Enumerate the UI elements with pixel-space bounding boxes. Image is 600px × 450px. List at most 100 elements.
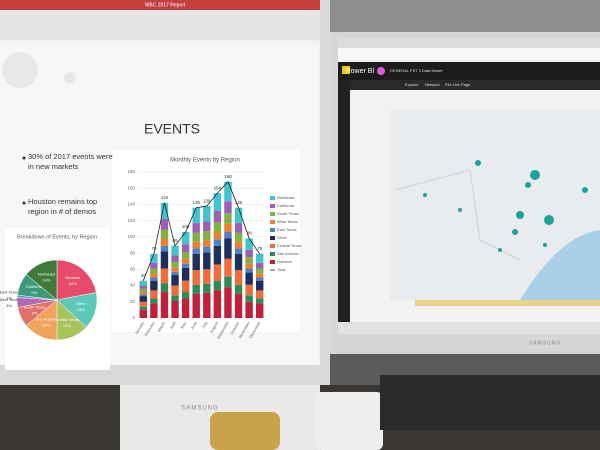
bar-segment [150, 253, 158, 263]
bar-segment [213, 193, 222, 211]
bar-segment [150, 262, 158, 269]
data-label: 89 [173, 238, 179, 243]
slice-label: Central Texas [55, 317, 79, 322]
bar-segment [203, 206, 211, 222]
workspace-icon [377, 67, 385, 75]
bar-segment [139, 301, 147, 307]
brand: SAMSUNG [529, 340, 561, 346]
bar-segment [181, 258, 190, 264]
slice-value: 9% [31, 290, 37, 295]
legend-swatch [270, 204, 275, 208]
y-tick-label: 80 [130, 250, 136, 255]
x-tick-label: March [156, 321, 166, 333]
bar-segment [234, 270, 243, 285]
y-tick-label: 160 [127, 185, 135, 190]
bar-segment [181, 232, 190, 245]
bar-segment [224, 258, 232, 277]
bar-segment [150, 277, 158, 281]
bullet-text: 30% of 2017 events were in new markets [28, 152, 113, 171]
menu-item[interactable]: Network [425, 82, 440, 87]
bar-segment [139, 280, 147, 286]
y-tick-label: 120 [127, 218, 135, 223]
timeline[interactable] [415, 300, 600, 306]
bar-segment [213, 210, 222, 223]
pie-slice [56, 259, 97, 301]
bar-segment [150, 303, 158, 318]
bubble-decor [64, 72, 76, 84]
address-bar [338, 48, 600, 60]
data-label: 138 [203, 198, 211, 203]
legend-swatch [270, 244, 275, 248]
y-tick-label: 60 [130, 267, 136, 272]
x-tick-label: April [168, 320, 176, 330]
slice-value: 4% [6, 303, 12, 308]
bar-segment [224, 181, 232, 202]
bar-segment [245, 301, 253, 318]
bar-segment [245, 249, 253, 258]
bar-segment [181, 252, 190, 259]
data-label: 168 [224, 174, 232, 179]
slice-value: 14% [42, 323, 50, 328]
menu-item[interactable]: Explore [405, 82, 419, 87]
bar-segment [245, 257, 253, 264]
slice-label: California [26, 284, 44, 289]
bar-segment [171, 285, 179, 296]
total-line [142, 181, 261, 281]
slice-label: San Antonio [36, 317, 58, 322]
bar-segment [160, 229, 169, 239]
bar-segment [171, 255, 179, 263]
bullet-text: Houston remains top region in # of demos [28, 197, 98, 216]
bar-segment [192, 207, 200, 224]
data-label: 79 [257, 246, 263, 251]
bar-segment [256, 273, 264, 278]
legend-label: West Texas [277, 219, 298, 224]
bar-segment [192, 253, 200, 271]
legend-label: Northeast [277, 195, 295, 200]
bar-segment [160, 219, 169, 230]
bar-segment [213, 290, 222, 318]
app-launcher[interactable] [342, 66, 350, 74]
bar-segment [192, 241, 200, 249]
bar-segment [203, 292, 211, 318]
menu-item[interactable]: File Live Page [445, 82, 471, 87]
x-tick-label: June [189, 320, 198, 331]
bar-segment [256, 280, 264, 291]
bar-segment [171, 245, 179, 256]
bar-segment [139, 296, 147, 302]
bar-segment [139, 292, 147, 295]
bar-segment [150, 273, 158, 278]
bar-segment [224, 238, 232, 259]
legend-swatch [270, 252, 275, 256]
bar-segment [234, 248, 243, 254]
slice-value: 15% [77, 307, 85, 312]
bar-segment [234, 284, 243, 294]
legend-label: Total [277, 267, 286, 272]
x-tick-label: May [179, 321, 187, 330]
bar-segment [245, 238, 253, 250]
bar-segment [245, 263, 253, 269]
bar-segment [213, 264, 222, 281]
bar-segment [213, 239, 222, 246]
bar-segment [234, 207, 243, 224]
y-tick-label: 140 [127, 202, 135, 207]
bar-segment [150, 298, 158, 304]
bar-segment [256, 303, 264, 318]
bar-segment [234, 232, 243, 242]
slice-label: Northeast [38, 272, 56, 277]
x-tick-label: July [201, 321, 209, 330]
bar-segment [181, 263, 190, 268]
slice-label: West Texas [0, 297, 19, 302]
bar-segment [160, 268, 169, 284]
device [380, 375, 600, 430]
window-title: WBC 2017 Report [145, 2, 186, 8]
bar-segment [256, 298, 264, 304]
bar-segment [203, 269, 211, 284]
bullet-dot [22, 156, 26, 160]
bar-segment [171, 271, 179, 276]
bar-segment [192, 284, 200, 294]
y-tick-label: 40 [130, 283, 136, 288]
bar-segment [203, 240, 211, 247]
title-bar [0, 0, 320, 10]
y-tick-label: 20 [130, 299, 136, 304]
legend-label: South Texas [277, 211, 299, 216]
